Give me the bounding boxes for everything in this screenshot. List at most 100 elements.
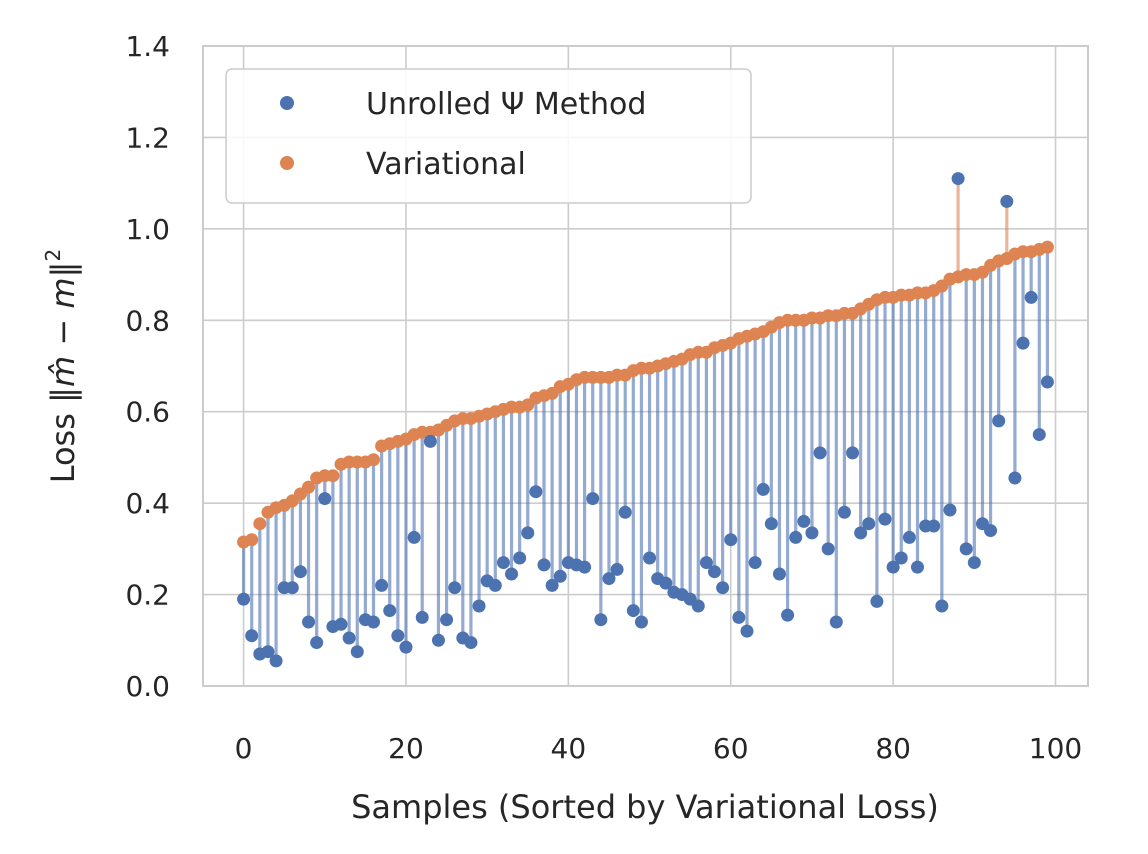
unrolled-point [610,562,624,576]
unrolled-point [805,526,819,540]
unrolled-point [732,610,746,624]
unrolled-point [984,524,998,538]
x-tick-label: 40 [551,732,587,765]
y-tick-labels: 0.0 0.2 0.4 0.6 0.8 1.0 1.2 1.4 [125,30,170,703]
unrolled-point [513,551,527,565]
plot-frame [202,45,1089,687]
y-tick-label: 0.8 [125,304,170,337]
y-axis-label: Loss ‖m̂ − m‖2 [41,249,82,484]
unrolled-point [829,615,843,629]
unrolled-point [537,558,551,572]
unrolled-point [1040,375,1054,389]
unrolled-point [951,172,965,186]
variational-point [367,453,381,467]
unrolled-point [618,505,632,519]
unrolled-point [521,526,535,540]
unrolled-point [699,556,713,570]
y-tick-label: 0.0 [125,670,170,703]
unrolled-point [342,631,356,645]
x-tick-label: 60 [713,732,749,765]
unrolled-point [724,533,738,547]
unrolled-point [927,519,941,533]
unrolled-point [431,633,445,647]
y-axis-label-middle: − [44,309,82,356]
unrolled-point [553,569,567,583]
unrolled-point [1024,290,1038,304]
unrolled-point [594,613,608,627]
unrolled-point [407,530,421,544]
y-axis-label-prefix: Loss ‖ [44,387,82,483]
unrolled-point [578,560,592,574]
unrolled-point [886,560,900,574]
unrolled-point [878,512,892,526]
x-tick-label: 20 [388,732,424,765]
x-axis-label: Samples (Sorted by Variational Loss) [351,788,939,826]
unrolled-point [862,517,876,531]
y-axis-label-suffix: ‖ [44,261,82,277]
unrolled-point [237,592,251,606]
unrolled-point [367,615,381,629]
unrolled-point [902,530,916,544]
unrolled-point [261,645,275,659]
unrolled-point [837,505,851,519]
y-tick-label: 1.2 [125,121,170,154]
unrolled-point [545,578,559,592]
variational-series [237,240,1054,549]
unrolled-point [748,556,762,570]
y-tick-label: 1.4 [125,30,170,63]
variational-point [326,469,340,483]
unrolled-point [740,624,754,638]
legend-marker-variational [280,156,294,170]
unrolled-point [472,599,486,613]
x-tick-label: 80 [875,732,911,765]
y-axis-label-superscript: 2 [41,249,65,262]
unrolled-point [821,542,835,556]
unrolled-point [781,608,795,622]
unrolled-point [659,576,673,590]
y-tick-label: 0.2 [125,579,170,612]
unrolled-point [910,560,924,574]
unrolled-point [643,551,657,565]
unrolled-point [423,434,437,448]
unrolled-point [959,542,973,556]
unrolled-point [318,492,332,506]
unrolled-point [529,485,543,499]
unrolled-point [935,599,949,613]
variational-point [302,480,316,494]
y-tick-label: 0.6 [125,396,170,429]
unrolled-point [448,581,462,595]
variational-point [253,517,267,531]
unrolled-point [772,567,786,581]
unrolled-point [350,645,364,659]
x-tick-label: 100 [1029,732,1082,765]
unrolled-series [237,172,1054,668]
x-tick-label: 0 [235,732,253,765]
unrolled-point [1000,194,1014,208]
unrolled-point [334,617,348,631]
unrolled-point [789,530,803,544]
unrolled-point [634,615,648,629]
unrolled-point [708,565,722,579]
unrolled-point [992,414,1006,428]
unrolled-point [797,514,811,528]
unrolled-point [691,599,705,613]
y-axis-label-mhat: m̂ [44,356,82,387]
unrolled-point [285,581,299,595]
unrolled-point [375,578,389,592]
legend-label-variational: Variational [366,147,526,182]
unrolled-point [415,610,429,624]
unrolled-point [440,613,454,627]
unrolled-point [626,604,640,618]
unrolled-point [488,578,502,592]
y-axis-label-m: m [44,277,82,308]
x-tick-labels: 0 20 40 60 80 100 [235,732,1083,765]
unrolled-point [1008,471,1022,485]
unrolled-point [870,594,884,608]
variational-point [1040,240,1054,254]
unrolled-point [586,492,600,506]
legend: Unrolled Ψ Method Variational [225,68,752,204]
unrolled-point [943,503,957,517]
unrolled-point [764,517,778,531]
unrolled-point [302,615,316,629]
